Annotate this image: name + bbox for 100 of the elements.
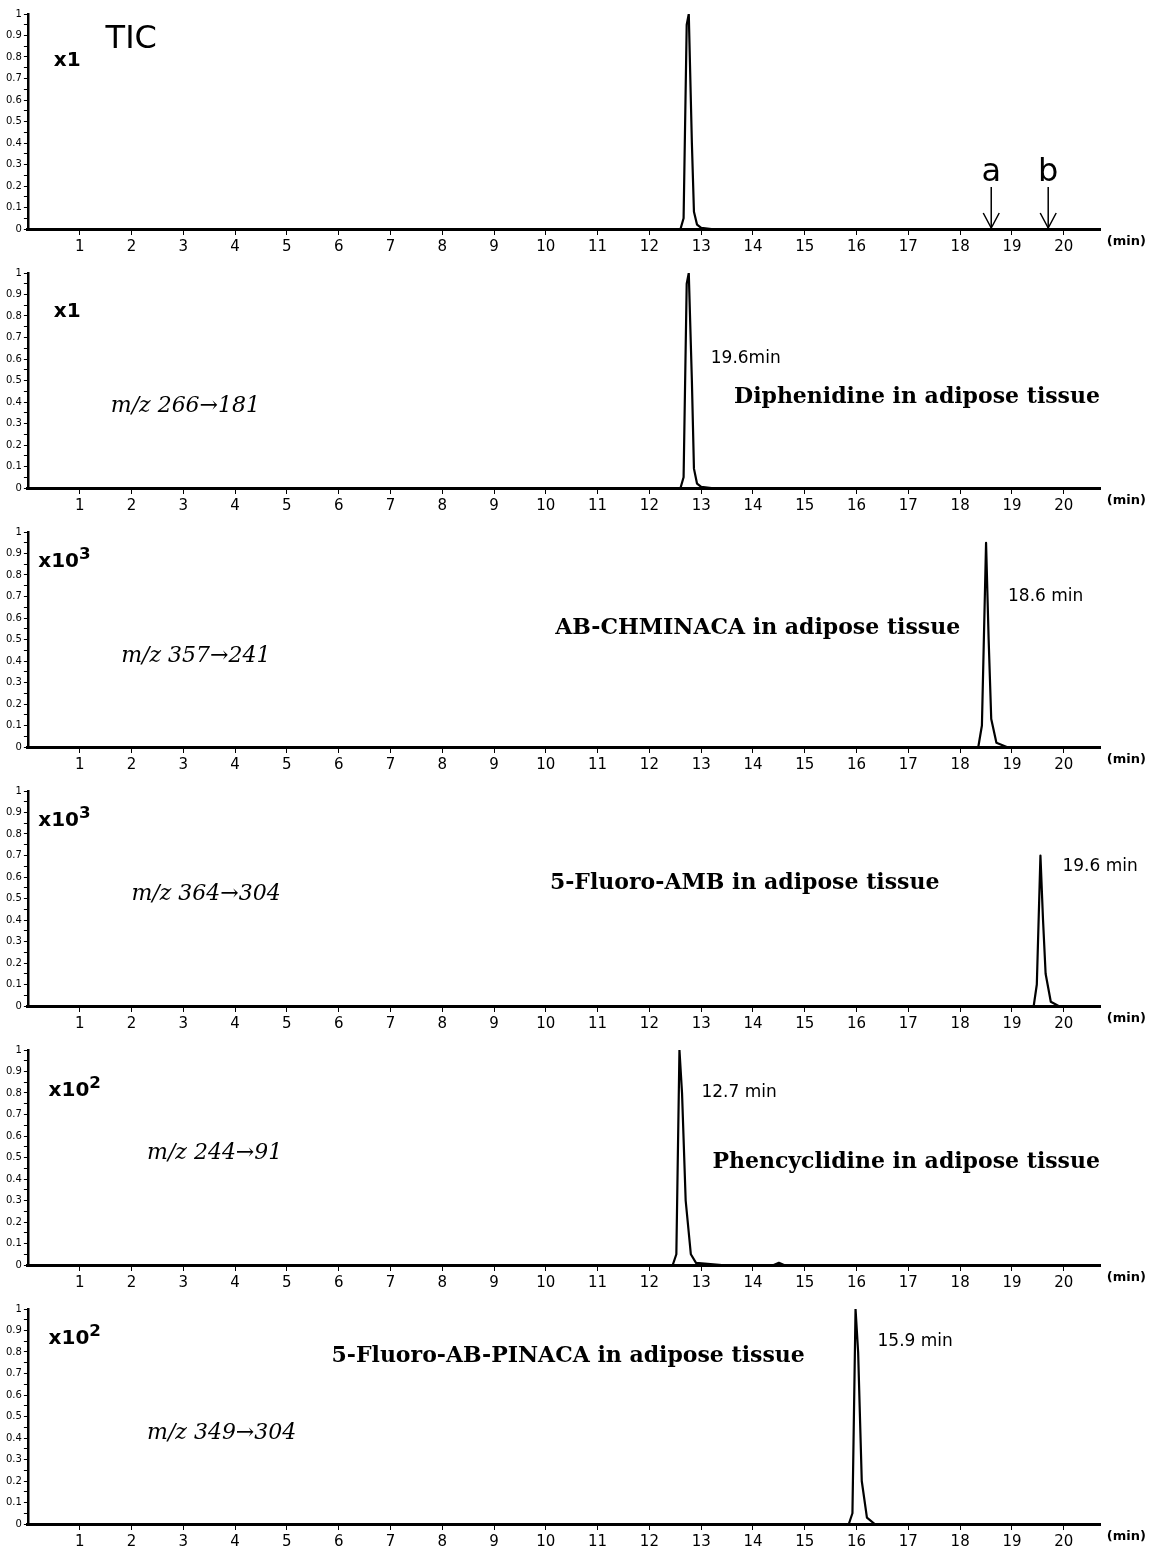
x-tick-label: 5 (282, 495, 292, 514)
x-tick-label: 11 (588, 236, 608, 255)
annotation: 19.6min (710, 347, 781, 368)
x-tick-label: 16 (847, 754, 867, 773)
annotation: 19.6 min (1062, 854, 1138, 875)
x-tick-label: 16 (847, 1013, 867, 1032)
x-tick-label: 10 (536, 1272, 556, 1291)
annotation: a (981, 151, 1002, 190)
x-tick-label: 16 (847, 1531, 867, 1550)
y-tick-label: 0.5 (6, 1151, 22, 1163)
chart-title: TIC (104, 18, 157, 57)
y-tick-label: 0.7 (6, 331, 22, 343)
y-tick-label: 0.6 (6, 1129, 22, 1141)
y-tick-label: 1 (15, 266, 22, 278)
x-tick-label: 9 (489, 236, 499, 255)
y-tick-label: 0.8 (6, 50, 22, 62)
annotation: b (1038, 151, 1059, 190)
x-tick-label: 7 (385, 1272, 396, 1291)
x-tick-label: 15 (795, 754, 815, 773)
x-tick-label: 12 (639, 495, 659, 514)
y-tick-label: 0.3 (6, 1194, 22, 1206)
x-tick-label: 16 (847, 1272, 867, 1291)
x-tick-label: 13 (691, 1272, 711, 1291)
x-tick-label: 10 (536, 236, 556, 255)
annotation: x10$^{3}$ (38, 802, 91, 831)
x-tick-label: 10 (536, 1531, 556, 1550)
x-tick-label: 11 (588, 1272, 608, 1291)
y-tick-label: 1 (15, 525, 22, 537)
y-tick-label: 1 (15, 1302, 22, 1314)
x-tick-label: 13 (691, 236, 711, 255)
x-tick-label: 10 (536, 495, 556, 514)
y-tick-label: 0.5 (6, 892, 22, 904)
x-tick-label: 3 (178, 1013, 189, 1032)
x-tick-label: 5 (282, 1013, 292, 1032)
x-tick-label: 8 (437, 236, 448, 255)
x-tick-label: 11 (588, 754, 608, 773)
x-tick-label: 4 (230, 1531, 240, 1550)
x-tick-label: 2 (126, 236, 137, 255)
x-tick-label: 12 (639, 236, 659, 255)
x-tick-label: 19 (1002, 1272, 1022, 1291)
x-tick-label: 17 (898, 1272, 918, 1291)
x-tick-label: 18 (950, 1013, 970, 1032)
y-tick-label: 0.2 (6, 1215, 22, 1227)
x-tick-label: 11 (588, 1013, 608, 1032)
y-tick-label: 0.8 (6, 1345, 22, 1357)
y-tick-label: 0.5 (6, 633, 22, 645)
annotation: 18.6 min (1008, 584, 1084, 605)
x-tick-label: 15 (795, 1531, 815, 1550)
x-tick-label: 14 (743, 754, 763, 773)
x-tick-label: 2 (126, 495, 137, 514)
x-tick-label: 3 (178, 1531, 189, 1550)
x-tick-label: 12 (639, 1531, 659, 1550)
x-tick-label: 19 (1002, 1013, 1022, 1032)
y-tick-label: 0.8 (6, 1086, 22, 1098)
y-tick-label: 0.3 (6, 417, 22, 429)
y-tick-label: 0.2 (6, 438, 22, 450)
y-tick-label: 0.1 (6, 978, 22, 990)
text: Phencyclidine in adipose tissue (712, 1146, 1101, 1173)
x-tick-label: 9 (489, 1013, 499, 1032)
x-tick-label: 4 (230, 1013, 240, 1032)
x-tick-label: 11 (588, 495, 608, 514)
y-tick-label: 0 (15, 481, 22, 493)
y-tick-label: 0.4 (6, 1431, 22, 1443)
annotation: x10$^{3}$ (38, 543, 91, 572)
x-tick-label: 19 (1002, 495, 1022, 514)
y-tick-label: 0.7 (6, 1108, 22, 1120)
annotation: m/z 244→91 (147, 1138, 283, 1164)
y-tick-label: 0.7 (6, 590, 22, 602)
x-tick-label: 6 (333, 1531, 344, 1550)
x-tick-label: 1 (74, 1013, 85, 1032)
y-tick-label: 0.5 (6, 1410, 22, 1422)
y-tick-label: 0.7 (6, 72, 22, 84)
x-tick-label: 7 (385, 495, 396, 514)
y-tick-label: 0.1 (6, 1496, 22, 1508)
x-tick-label: 7 (385, 236, 396, 255)
x-tick-label: 14 (743, 1531, 763, 1550)
y-tick-label: 0.6 (6, 1388, 22, 1400)
x-tick-label: 13 (691, 754, 711, 773)
x-tick-label: 1 (74, 1272, 85, 1291)
x-axis-title: (min) (1106, 750, 1146, 766)
x-axis-title: (min) (1106, 491, 1146, 507)
x-tick-label: 20 (1054, 495, 1074, 514)
x-tick-label: 3 (178, 1272, 189, 1291)
annotation: x1 (53, 47, 81, 72)
y-tick-label: 0.1 (6, 1237, 22, 1249)
y-tick-label: 0.9 (6, 29, 22, 41)
x-tick-label: 1 (74, 754, 85, 773)
x-axis-title: (min) (1106, 1527, 1146, 1543)
y-tick-label: 0.5 (6, 115, 22, 127)
annotation: x10$^{2}$ (48, 1072, 101, 1101)
x-tick-label: 15 (795, 1013, 815, 1032)
y-tick-label: 0.4 (6, 395, 22, 407)
x-axis-title: (min) (1106, 1268, 1146, 1284)
x-tick-label: 10 (536, 754, 556, 773)
y-tick-label: 1 (15, 7, 22, 19)
x-tick-label: 6 (333, 754, 344, 773)
x-tick-label: 3 (178, 236, 189, 255)
x-tick-label: 8 (437, 1531, 448, 1550)
x-tick-label: 18 (950, 495, 970, 514)
y-tick-label: 0.6 (6, 93, 22, 105)
